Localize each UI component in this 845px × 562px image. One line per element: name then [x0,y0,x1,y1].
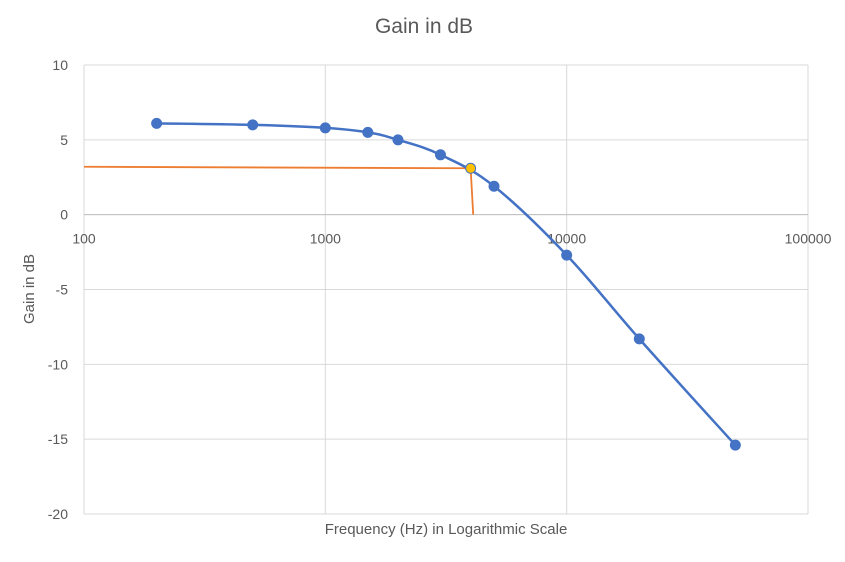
chart-title: Gain in dB [375,15,473,38]
cutoff-vertical-line [469,168,475,215]
data-point [247,119,259,131]
data-point [633,333,645,345]
y-tick-label: 0 [60,207,68,223]
x-tick-label: 100000 [785,231,832,247]
grid-lines [83,64,809,515]
x-tick-labels: 100 1000 10000 100000 [72,231,831,247]
x-tick-label: 100 [72,231,96,247]
y-tick-label: -10 [48,356,68,372]
data-point [488,180,500,192]
y-tick-label: -15 [48,431,68,447]
data-point [392,134,404,146]
data-point [151,117,163,129]
y-tick-label: 10 [52,57,68,73]
x-tick-label: 1000 [310,231,341,247]
series-line [156,122,737,446]
x-axis-title: Frequency (Hz) in Logarithmic Scale [325,521,568,538]
x-tick-label: 10000 [547,231,586,247]
data-point [729,439,741,451]
y-tick-label: 5 [60,132,68,148]
y-axis-title: Gain in dB [21,254,38,324]
cutoff-horizontal-line [83,165,471,170]
data-point [434,149,446,161]
data-point [561,249,573,261]
y-tick-label: -20 [48,506,68,522]
data-point [319,122,331,134]
series-markers [151,117,741,451]
cutoff-point [465,162,477,174]
cutoff-annotation [83,165,475,215]
y-tick-label: -5 [56,282,69,298]
y-tick-labels: 10 5 0 -5 -10 -15 -20 [48,57,68,522]
data-point [362,126,374,138]
